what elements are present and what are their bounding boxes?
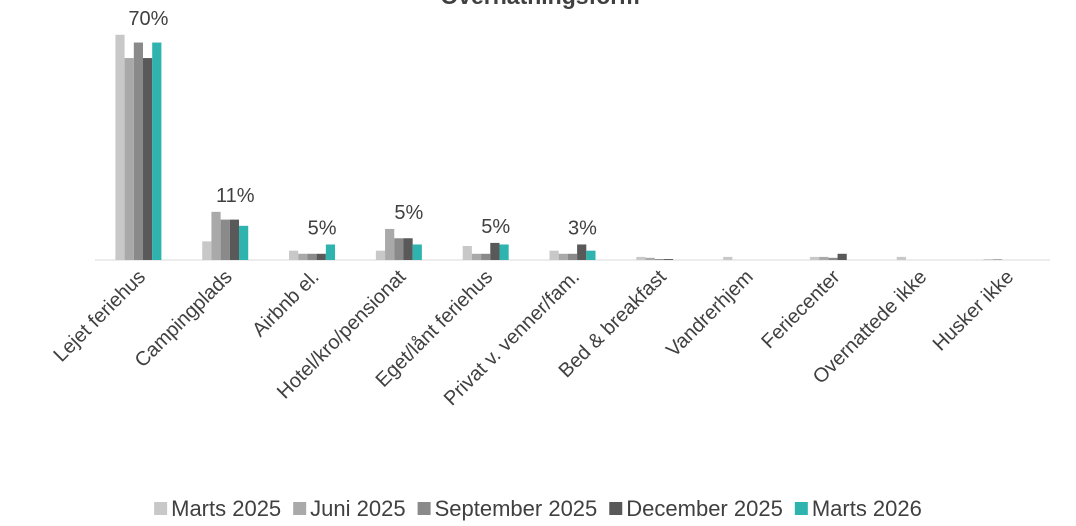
legend-swatch <box>794 502 808 515</box>
bar <box>152 42 162 261</box>
bar <box>837 253 847 260</box>
bar <box>567 253 578 260</box>
bar <box>143 58 153 260</box>
legend-label: Marts 2026 <box>812 496 922 521</box>
bar <box>133 42 144 261</box>
bar <box>403 238 413 260</box>
data-label: 5% <box>481 216 510 238</box>
legend-swatch <box>609 502 623 515</box>
bar <box>636 256 646 260</box>
bar <box>385 228 395 260</box>
legend-label: Marts 2025 <box>171 496 281 521</box>
bar <box>239 225 249 260</box>
bar <box>115 34 125 261</box>
legend-label: September 2025 <box>435 496 598 521</box>
bar <box>490 242 500 260</box>
bar <box>462 246 472 260</box>
x-tick-label: Feriecenter <box>757 266 844 353</box>
data-label: 5% <box>308 217 337 239</box>
x-tick-label: Vandrerhjem <box>662 266 757 361</box>
bar <box>412 244 422 260</box>
bar <box>202 241 212 260</box>
bar <box>558 253 568 260</box>
legend: Marts 2025 Juni 2025 September 2025 Decembe… <box>154 496 922 521</box>
bar <box>983 259 993 260</box>
bar <box>586 250 596 260</box>
bar <box>316 253 326 260</box>
bar <box>992 259 1002 260</box>
bar <box>645 257 655 260</box>
bar <box>577 244 587 260</box>
data-label: 11% <box>216 185 255 207</box>
bar <box>896 256 906 260</box>
bar <box>819 256 829 260</box>
data-label: 70% <box>128 8 168 30</box>
bar <box>375 250 386 260</box>
bar <box>549 250 559 260</box>
bar <box>325 244 336 260</box>
bar <box>654 259 664 260</box>
bar <box>229 219 240 260</box>
bar <box>289 250 299 260</box>
legend-swatch <box>417 502 431 515</box>
legend-swatch <box>154 502 168 515</box>
bar <box>499 244 509 260</box>
bar <box>394 238 404 260</box>
bar <box>124 58 134 260</box>
bar <box>809 256 820 260</box>
chart-title: Overnatningsform <box>440 0 639 9</box>
legend-label: Juni 2025 <box>310 496 405 521</box>
x-tick-label: Airbnb el. <box>248 266 323 341</box>
bar <box>211 211 221 260</box>
bar <box>663 259 674 260</box>
legend-swatch <box>293 502 307 515</box>
legend-label: December 2025 <box>626 496 783 521</box>
bar <box>481 253 491 260</box>
bar <box>220 219 230 260</box>
bar <box>307 253 317 260</box>
bar <box>471 253 482 260</box>
bar <box>828 257 838 260</box>
x-tick-label: Husker ikke <box>929 266 1018 355</box>
bar <box>723 256 733 260</box>
data-label: 5% <box>394 202 423 224</box>
bar <box>298 253 308 260</box>
data-label: 3% <box>568 217 597 239</box>
